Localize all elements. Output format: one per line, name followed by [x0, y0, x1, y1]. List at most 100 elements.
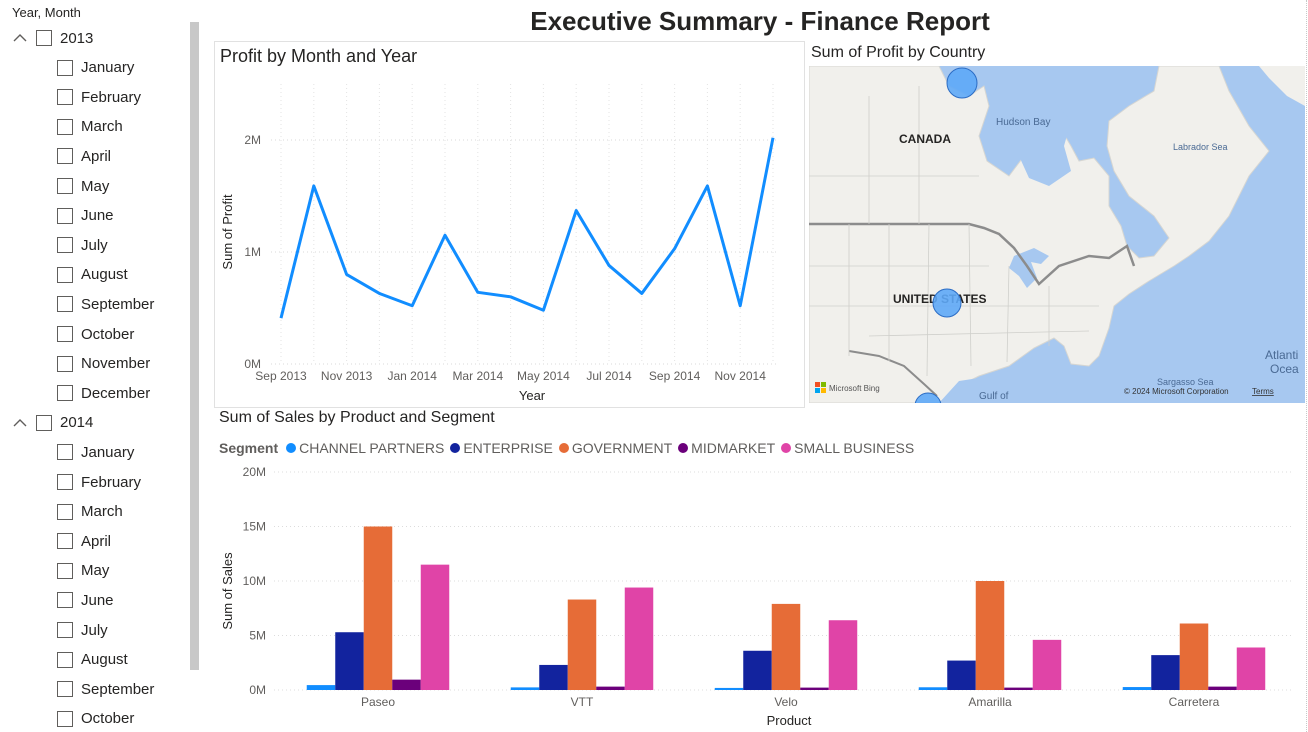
slicer-month-item[interactable]: April [57, 144, 111, 168]
bar-channel-partners[interactable] [918, 687, 948, 690]
bar-midmarket[interactable] [1208, 686, 1237, 690]
slicer-checkbox[interactable] [57, 710, 73, 727]
slicer-checkbox[interactable] [57, 503, 73, 520]
legend-item[interactable]: ENTERPRISE [450, 440, 553, 456]
slicer-month-item[interactable]: June [57, 204, 114, 228]
map-bubble-mexico[interactable] [914, 392, 942, 403]
slicer-checkbox[interactable] [57, 89, 73, 106]
slicer-checkbox[interactable] [57, 296, 73, 313]
chevron-up-icon[interactable] [12, 30, 28, 46]
bar-small-business[interactable] [420, 564, 450, 690]
profit-point[interactable] [640, 291, 644, 295]
chevron-up-icon[interactable] [12, 415, 28, 431]
slicer-checkbox[interactable] [36, 30, 52, 46]
legend-item[interactable]: CHANNEL PARTNERS [286, 440, 444, 456]
slicer-checkbox[interactable] [57, 385, 73, 402]
profit-point[interactable] [771, 136, 775, 140]
bar-government[interactable] [975, 581, 1005, 690]
bar-small-business[interactable] [624, 587, 654, 690]
slicer-checkbox[interactable] [57, 681, 73, 698]
bar-channel-partners[interactable] [714, 687, 744, 690]
bar-small-business[interactable] [828, 620, 858, 690]
slicer-month-item[interactable]: September [57, 292, 154, 316]
map-bubble-canada[interactable] [946, 67, 978, 99]
profit-point[interactable] [574, 209, 578, 213]
slicer-month-item[interactable]: February [57, 470, 141, 494]
profit-point[interactable] [738, 304, 742, 308]
slicer-month-item[interactable]: January [57, 440, 134, 464]
bar-midmarket[interactable] [596, 686, 625, 690]
map-bubble-usa[interactable] [932, 288, 962, 318]
slicer-checkbox[interactable] [57, 592, 73, 609]
slicer-month-item[interactable]: October [57, 322, 134, 346]
bar-small-business[interactable] [1236, 647, 1266, 690]
slicer-year-2013[interactable]: 2013 [12, 26, 93, 50]
legend-item[interactable]: SMALL BUSINESS [781, 440, 914, 456]
slicer-month-item[interactable]: June [57, 588, 114, 612]
slicer-month-item[interactable]: February [57, 85, 141, 109]
profit-point[interactable] [410, 304, 414, 308]
bar-government[interactable] [1179, 623, 1209, 690]
map-terms-link[interactable]: Terms [1252, 387, 1274, 396]
map-canvas[interactable]: CANADA Hudson Bay Labrador Sea UNITED ST… [809, 66, 1305, 403]
slicer-checkbox[interactable] [57, 237, 73, 254]
profit-point[interactable] [705, 184, 709, 188]
bar-channel-partners[interactable] [1122, 687, 1152, 690]
slicer-month-item[interactable]: March [57, 500, 123, 524]
bar-midmarket[interactable] [392, 679, 421, 690]
slicer-month-item[interactable]: January [57, 56, 134, 80]
bar-midmarket[interactable] [800, 687, 829, 690]
slicer-month-item[interactable]: October [57, 707, 134, 731]
bar-enterprise[interactable] [1151, 655, 1180, 690]
slicer-checkbox[interactable] [57, 207, 73, 224]
slicer-month-item[interactable]: August [57, 648, 128, 672]
slicer-checkbox[interactable] [57, 562, 73, 579]
profit-point[interactable] [279, 316, 283, 320]
slicer-checkbox[interactable] [57, 178, 73, 194]
slicer-month-item[interactable]: November [57, 352, 150, 376]
slicer-scrollbar[interactable] [190, 22, 199, 670]
slicer-month-item[interactable]: August [57, 263, 128, 287]
slicer-month-item[interactable]: May [57, 174, 109, 198]
slicer-month-item[interactable]: April [57, 529, 111, 553]
slicer-checkbox[interactable] [57, 622, 73, 638]
slicer-checkbox[interactable] [57, 474, 73, 490]
bar-channel-partners[interactable] [306, 685, 336, 690]
sales-bar-chart[interactable]: 0M 5M 10M 15M 20M Paseo VTT Velo Amarilla Carrete… [214, 460, 1302, 732]
bar-government[interactable] [567, 599, 597, 690]
slicer-checkbox[interactable] [57, 533, 73, 550]
profit-point[interactable] [673, 247, 677, 251]
slicer-month-item[interactable]: May [57, 559, 109, 583]
profit-point[interactable] [509, 295, 513, 299]
slicer-month-item[interactable]: December [57, 381, 150, 405]
bar-small-business[interactable] [1032, 639, 1062, 690]
slicer-checkbox[interactable] [57, 59, 73, 76]
profit-point[interactable] [541, 308, 545, 312]
slicer-month-item[interactable]: September [57, 677, 154, 701]
slicer-checkbox[interactable] [36, 414, 52, 431]
slicer-month-item[interactable]: July [57, 618, 108, 642]
profit-point[interactable] [377, 291, 381, 295]
bar-enterprise[interactable] [947, 660, 976, 690]
profit-point[interactable] [312, 184, 316, 188]
slicer-checkbox[interactable] [57, 118, 73, 135]
slicer-checkbox[interactable] [57, 355, 73, 372]
slicer-checkbox[interactable] [57, 326, 73, 342]
slicer-month-item[interactable]: July [57, 233, 108, 257]
bar-enterprise[interactable] [743, 650, 772, 690]
slicer-year-2014[interactable]: 2014 [12, 411, 93, 435]
bar-government[interactable] [771, 603, 801, 690]
profit-map[interactable]: Sum of Profit by Country CANADA Hudson B… [809, 41, 1305, 403]
slicer-checkbox[interactable] [57, 148, 73, 165]
profit-point[interactable] [443, 233, 447, 237]
profit-line[interactable] [279, 137, 775, 319]
legend-item[interactable]: GOVERNMENT [558, 440, 672, 456]
profit-point[interactable] [345, 272, 349, 276]
bar-midmarket[interactable] [1004, 687, 1033, 690]
bar-channel-partners[interactable] [510, 687, 540, 690]
profit-point[interactable] [607, 263, 611, 267]
legend-item[interactable]: MIDMARKET [678, 440, 775, 456]
bar-government[interactable] [363, 526, 393, 691]
bar-enterprise[interactable] [539, 664, 568, 690]
slicer-checkbox[interactable] [57, 444, 73, 461]
